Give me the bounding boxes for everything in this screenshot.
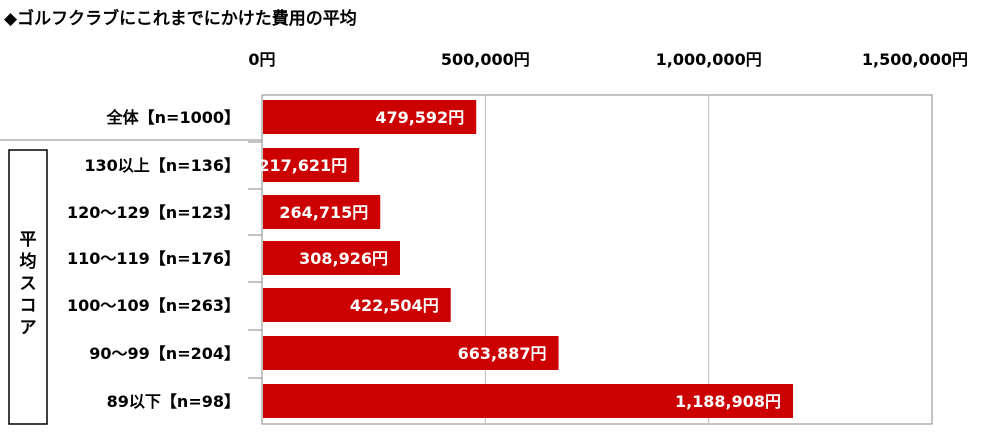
x-tick-label: 1,000,000円 (656, 50, 762, 69)
bar-value-label: 1,188,908円 (675, 392, 781, 411)
bar-value-label: 308,926円 (299, 249, 388, 268)
bar-value-label: 217,621円 (258, 156, 347, 175)
bar (263, 288, 451, 322)
group-label-char: 平 (20, 230, 37, 250)
category-label: 全体【n=1000】 (106, 108, 240, 127)
bar (263, 195, 381, 229)
category-label: 100～109【n=263】 (67, 296, 240, 315)
bar (263, 384, 794, 418)
bar-value-label: 663,887円 (458, 344, 547, 363)
bar-value-label: 479,592円 (375, 108, 464, 127)
group-label-char: ス (20, 274, 37, 294)
x-tick-label: 500,000円 (441, 50, 530, 69)
group-label-char: 均 (20, 251, 37, 272)
bar-value-label: 422,504円 (350, 296, 439, 315)
group-label-char: ア (20, 318, 37, 338)
category-label: 89以下【n=98】 (107, 392, 240, 411)
category-label: 130以上【n=136】 (84, 156, 240, 175)
bar (263, 148, 360, 182)
category-label: 120～129【n=123】 (67, 203, 240, 222)
x-tick-label: 0円 (248, 50, 275, 69)
category-label: 90～99【n=204】 (89, 344, 240, 363)
bar (263, 100, 477, 134)
group-label-char: コ (20, 296, 37, 316)
bar-value-label: 264,715円 (279, 203, 368, 222)
plot-frame (261, 94, 933, 425)
bar (263, 241, 400, 275)
category-label: 110～119【n=176】 (67, 249, 240, 268)
chart-title: ◆ゴルフクラブにこれまでにかけた費用の平均 (4, 9, 357, 29)
x-tick-label: 1,500,000円 (862, 50, 968, 69)
bar (263, 336, 559, 370)
group-box (8, 149, 48, 425)
